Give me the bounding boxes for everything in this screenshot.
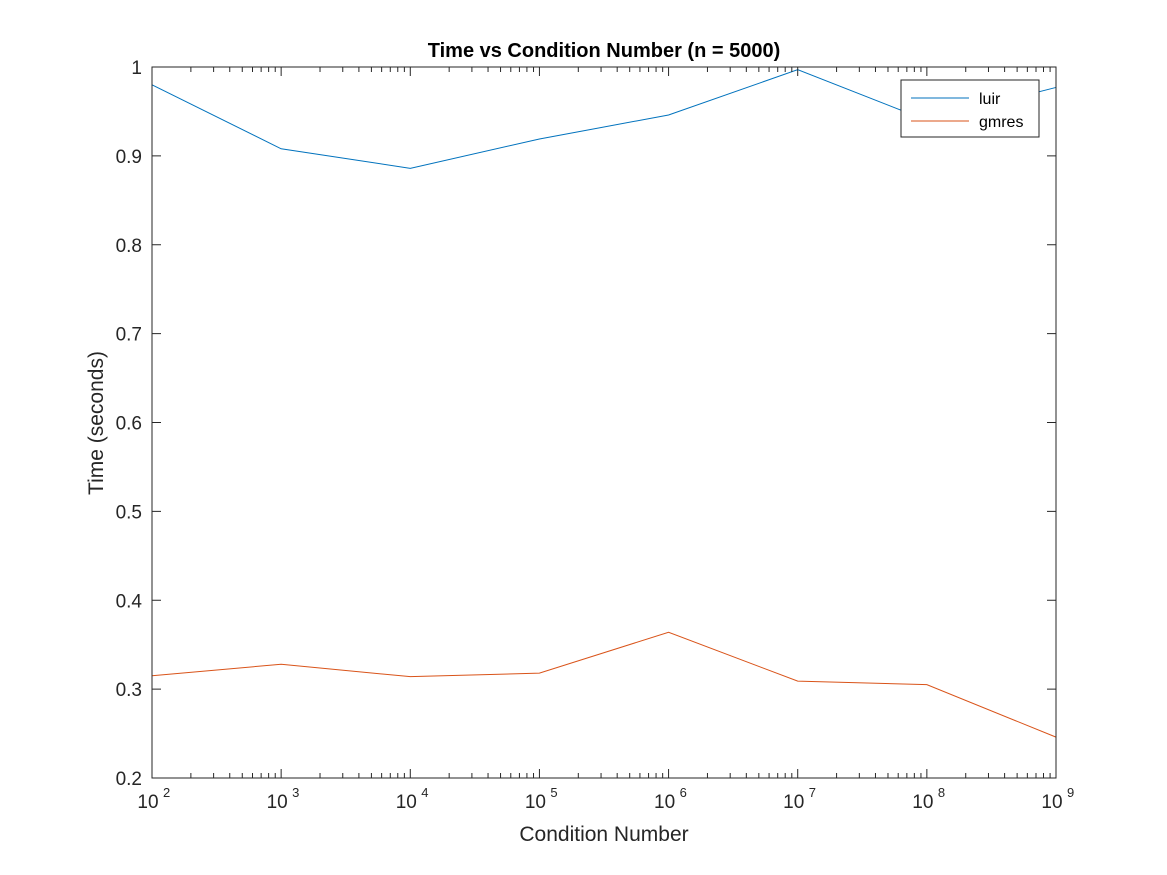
x-tick-label: 10 <box>396 792 417 813</box>
x-tick-exponent: 6 <box>680 785 687 800</box>
plot-frame <box>151 66 1057 779</box>
x-tick-label: 10 <box>912 792 933 813</box>
y-tick-label: 0.4 <box>116 591 143 612</box>
legend-label-luir: luir <box>979 91 1001 108</box>
x-tick-exponent: 5 <box>550 785 557 800</box>
tick-marks <box>151 66 1057 779</box>
chart-title: Time vs Condition Number (n = 5000) <box>428 40 780 62</box>
x-tick-label: 10 <box>525 792 546 813</box>
x-tick-label: 10 <box>267 792 288 813</box>
y-tick-label: 0.6 <box>116 414 142 435</box>
x-tick-label: 10 <box>1041 792 1062 813</box>
x-tick-label: 10 <box>654 792 675 813</box>
x-tick-exponent: 9 <box>1067 785 1074 800</box>
y-tick-label: 0.2 <box>116 769 142 790</box>
x-tick-label: 10 <box>137 792 158 813</box>
y-axis-label: Time (seconds) <box>85 351 108 495</box>
tick-labels: 10 2 10 3 10 4 10 5 10 6 10 7 10 8 10 9 0.2 0.3 0.4 0.5 0.6 0… <box>116 58 1075 813</box>
legend: luir gmres <box>900 79 1040 138</box>
x-tick-exponent: 7 <box>809 785 816 800</box>
x-tick-exponent: 8 <box>938 785 945 800</box>
y-tick-label: 0.8 <box>116 236 142 257</box>
legend-box <box>900 79 1040 138</box>
x-axis-label: Condition Number <box>519 823 688 846</box>
y-tick-label: 0.7 <box>116 325 142 346</box>
series-line-gmres <box>151 631 1057 738</box>
plot-area <box>152 67 1056 778</box>
y-tick-label: 1 <box>131 58 142 79</box>
x-tick-exponent: 2 <box>163 785 170 800</box>
y-tick-label: 0.9 <box>116 147 142 168</box>
x-tick-exponent: 4 <box>421 785 428 800</box>
x-tick-exponent: 3 <box>292 785 299 800</box>
x-tick-label: 10 <box>783 792 804 813</box>
legend-label-gmres: gmres <box>979 114 1023 131</box>
y-tick-label: 0.5 <box>116 502 142 523</box>
y-tick-label: 0.3 <box>116 680 142 701</box>
